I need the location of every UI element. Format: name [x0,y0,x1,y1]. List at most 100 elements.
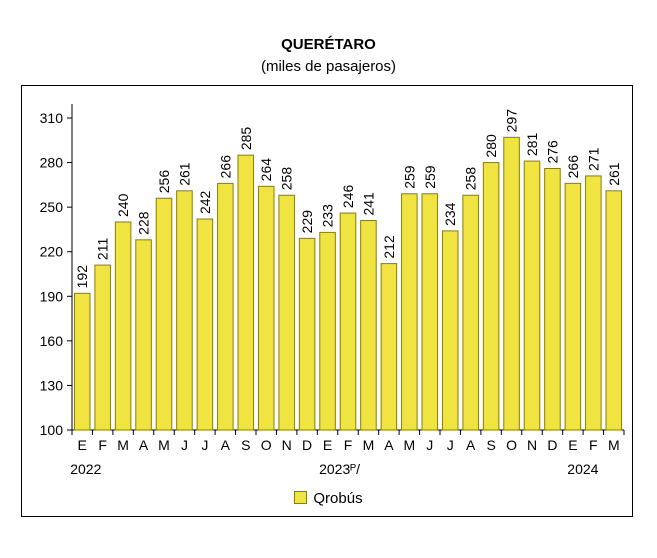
x-tick-label: F [98,437,107,453]
bar [605,190,623,431]
x-tick-label: O [506,437,517,453]
data-label: 242 [197,190,213,214]
x-tick-label: J [447,437,454,453]
x-tick-label: J [201,437,208,453]
bar [319,231,336,431]
x-tick-label: D [302,437,312,453]
y-tick-label: 160 [40,333,64,349]
data-label: 264 [258,158,274,182]
bar [339,212,357,431]
bar [298,237,316,431]
x-tick-label: M [403,437,415,453]
y-tick-label: 100 [40,422,64,438]
bar [94,264,111,431]
year-label: 2024 [567,461,598,477]
x-tick-label: A [466,437,476,453]
data-label: 259 [401,165,417,189]
x-tick-label: D [547,437,557,453]
y-tick-label: 250 [40,199,64,215]
data-label: 261 [176,162,192,186]
x-tick-label: A [221,437,231,453]
bar [176,190,193,431]
y-tick-label: 220 [40,244,64,260]
y-tick-label: 190 [40,288,64,304]
data-label: 229 [299,210,315,234]
bar [114,221,132,431]
bar [503,136,520,431]
data-label: 285 [238,127,254,151]
x-tick-label: J [426,437,433,453]
data-label: 256 [156,170,172,194]
bar [278,194,295,431]
bar [482,162,500,431]
bar [441,230,459,431]
x-tick-label: A [384,437,394,453]
data-label: 212 [381,235,397,259]
bar [380,263,398,431]
data-label: 280 [483,134,499,158]
data-label: 258 [463,167,479,191]
bar [196,218,214,431]
x-tick-label: F [589,437,598,453]
data-label: 211 [95,238,111,261]
data-label: 240 [115,193,131,217]
bar [585,175,602,431]
year-label: 2023ᴾ/ [319,461,360,477]
data-label: 246 [340,185,356,209]
bar [73,292,91,431]
chart-title: QUERÉTARO [281,36,376,53]
bar [401,193,418,431]
x-tick-label: M [608,437,620,453]
x-tick-label: S [486,437,495,453]
bar [421,193,439,431]
legend-label: Qrobús [313,490,363,507]
data-label: 192 [74,265,90,289]
x-tick-label: E [323,437,332,453]
legend-swatch [294,491,308,504]
x-tick-label: M [158,437,170,453]
data-label: 297 [504,109,520,133]
chart-frame [21,85,633,517]
bar [155,197,173,431]
x-tick-label: F [344,437,353,453]
data-label: 261 [606,162,622,186]
x-tick-label: N [282,437,292,453]
data-label: 271 [585,147,601,171]
x-tick-label: O [261,437,272,453]
bar [257,185,275,431]
data-label: 233 [320,204,336,228]
legend: Qrobús [0,490,657,507]
y-tick-label: 310 [40,110,64,126]
bar [217,182,234,431]
x-tick-label: J [181,437,188,453]
bar [360,220,377,431]
data-label: 281 [524,133,540,157]
data-label: 259 [422,165,438,189]
x-tick-label: S [241,437,250,453]
year-label: 2022 [70,461,101,477]
data-label: 258 [279,167,295,191]
x-tick-label: A [139,437,149,453]
data-label: 276 [544,140,560,164]
bar [564,182,582,431]
bar [523,160,541,431]
x-tick-label: M [117,437,129,453]
x-tick-label: E [568,437,577,453]
data-label: 241 [360,192,376,216]
bar [135,239,152,431]
chart-subtitle: (miles de pasajeros) [260,58,397,75]
x-tick-label: M [363,437,375,453]
bar [237,154,255,431]
y-tick-label: 280 [40,155,64,171]
data-label: 266 [565,155,581,179]
x-tick-label: E [78,437,87,453]
data-label: 234 [442,202,458,226]
bar [544,168,561,431]
data-label: 266 [217,155,233,179]
y-tick-label: 130 [40,377,64,393]
data-label: 228 [136,211,152,235]
x-tick-label: N [527,437,537,453]
bar [462,194,479,431]
